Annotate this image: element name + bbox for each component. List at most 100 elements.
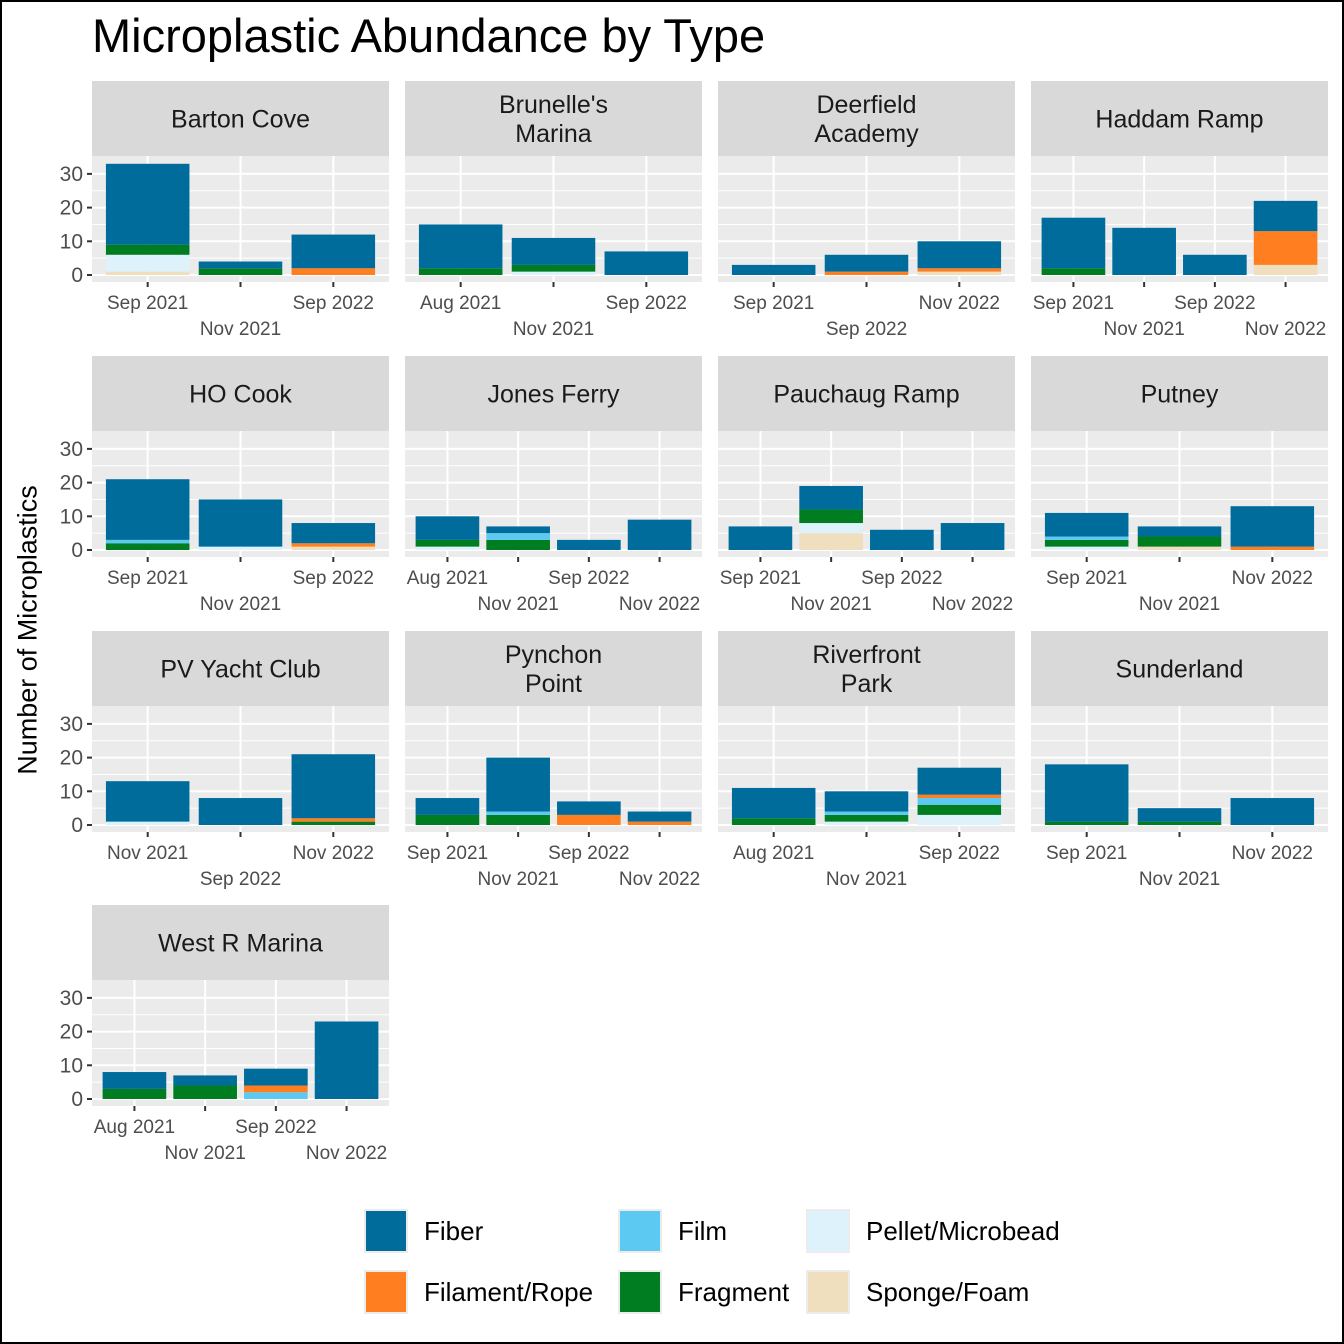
bar-segment-pellet-microbead	[1044, 546, 1129, 550]
bar-segment-filament-rope	[1230, 546, 1315, 550]
legend-swatch	[618, 1270, 662, 1314]
chart-title: Microplastic Abundance by Type	[92, 9, 766, 62]
facet-panel: Sunderland Sep 2021 Nov 2021 Nov 2022	[1031, 631, 1328, 890]
x-tick-label: Sep 2022	[548, 568, 629, 589]
x-tick-label: Aug 2021	[407, 568, 488, 589]
facet-strip	[1031, 81, 1328, 156]
facet-panel: West R Marina 0 10 20 30 Aug 2021 Nov 2021 Sep …	[60, 905, 389, 1164]
x-tick-label: Nov 2022	[619, 594, 700, 615]
bar-segment-film	[824, 811, 909, 815]
x-tick-label: Nov 2021	[107, 843, 188, 864]
bar-segment-fiber	[291, 754, 376, 819]
bar-segment-fiber	[731, 787, 816, 819]
bar-segment-filament-rope	[291, 268, 376, 275]
legend-label: Film	[678, 1215, 728, 1246]
bar-segment-fiber	[105, 781, 190, 822]
legend-label: Fragment	[678, 1276, 790, 1307]
x-tick-label: Nov 2022	[1232, 568, 1313, 589]
x-tick-label: Sep 2022	[293, 293, 374, 314]
legend-swatch	[618, 1209, 662, 1253]
bar-segment-fragment	[917, 804, 1002, 815]
bar-segment-pellet-microbead	[198, 546, 283, 550]
facet-panel: Pauchaug Ramp Sep 2021 Nov 2021 Sep 2022 Nov…	[718, 356, 1015, 615]
bar-segment-fiber	[1253, 200, 1318, 232]
bar-segment-fiber	[415, 798, 480, 815]
bar-segment-fiber	[105, 163, 190, 245]
bar-segment-fragment	[1041, 268, 1106, 275]
bar-segment-film	[244, 1092, 308, 1099]
bar-segment-fiber	[1044, 512, 1129, 537]
facet-title: Pauchaug Ramp	[773, 381, 959, 409]
bar-segment-pellet-microbead	[105, 821, 190, 825]
legend-swatch	[806, 1209, 850, 1253]
facet-title: PV Yacht Club	[160, 656, 320, 684]
x-tick-label: Sep 2022	[293, 568, 374, 589]
y-tick-label: 30	[60, 987, 83, 1010]
bar-segment-fragment	[486, 814, 550, 825]
bar-segment-fragment	[1044, 821, 1129, 825]
legend-item: Film	[618, 1207, 727, 1255]
legend-item: Filament/Rope	[364, 1268, 593, 1316]
bar-segment-filament-rope	[824, 271, 909, 275]
bar-segment-fiber	[917, 241, 1002, 269]
y-tick-label: 10	[60, 230, 83, 253]
bar-segment-filament-rope	[917, 794, 1002, 799]
x-tick-label: Nov 2021	[164, 1143, 245, 1164]
bar-segment-fragment	[198, 268, 283, 275]
bar-segment-fragment	[799, 509, 863, 524]
legend-item: Fragment	[618, 1268, 789, 1316]
facet-strip	[718, 356, 1015, 431]
bar-segment-sponge-foam	[799, 533, 863, 550]
x-tick-label: Nov 2021	[513, 319, 594, 340]
x-tick-label: Sep 2021	[733, 293, 814, 314]
x-tick-label: Aug 2021	[733, 843, 814, 864]
bar-segment-fiber	[314, 1021, 379, 1099]
x-tick-label: Sep 2021	[407, 843, 488, 864]
facet-panel: Barton Cove 0 10 20 30 Sep 2021 Nov 2021 Sep 20…	[60, 81, 389, 340]
facet-title: Marina	[515, 120, 592, 148]
facet-strip	[405, 81, 702, 156]
bar-segment-filament-rope	[627, 821, 692, 825]
legend-item: Fiber	[364, 1207, 483, 1255]
bar-segment-fiber	[486, 757, 550, 812]
x-tick-label: Nov 2021	[1139, 594, 1220, 615]
bar-segment-fragment	[1137, 821, 1222, 825]
facet-title: Barton Cove	[171, 106, 310, 134]
y-tick-label: 30	[60, 438, 83, 461]
x-tick-label: Sep 2022	[235, 1117, 316, 1138]
facet-title: Park	[841, 670, 893, 698]
bar-segment-fiber	[1230, 798, 1315, 825]
legend-label: Pellet/Microbead	[866, 1215, 1060, 1246]
bar-segment-fragment	[105, 244, 190, 255]
bar-segment-fiber	[917, 767, 1002, 795]
facet-title: Riverfront	[812, 641, 920, 669]
bar-segment-film	[105, 539, 190, 544]
bar-segment-fiber	[418, 224, 503, 269]
x-tick-label: Nov 2021	[200, 594, 281, 615]
x-tick-label: Nov 2022	[932, 594, 1013, 615]
bar-segment-filament-rope	[291, 543, 376, 547]
legend: Fiber Film Pellet/Microbead Filament/Rope Fr…	[364, 1207, 1104, 1317]
x-tick-label: Nov 2021	[1139, 869, 1220, 890]
x-tick-label: Sep 2022	[548, 843, 629, 864]
bar-segment-fragment	[415, 539, 480, 547]
bar-segment-fiber	[244, 1068, 308, 1086]
bar-segment-sponge-foam	[1253, 264, 1318, 275]
facet-strip	[92, 905, 389, 980]
facet-panel: Jones Ferry Aug 2021 Nov 2021 Sep 2022 Nov 2…	[405, 356, 702, 615]
bar-segment-fragment	[486, 539, 550, 550]
x-tick-label: Nov 2022	[1245, 319, 1326, 340]
facet-title: Haddam Ramp	[1095, 106, 1263, 134]
facet-title: Pynchon	[505, 641, 602, 669]
bar-segment-sponge-foam	[105, 271, 190, 275]
facet-strip	[1031, 356, 1328, 431]
facet-strip	[718, 81, 1015, 156]
x-tick-label: Nov 2021	[200, 319, 281, 340]
x-tick-label: Nov 2021	[790, 594, 871, 615]
bar-segment-fragment	[511, 264, 596, 272]
bar-segment-filament-rope	[291, 818, 376, 822]
